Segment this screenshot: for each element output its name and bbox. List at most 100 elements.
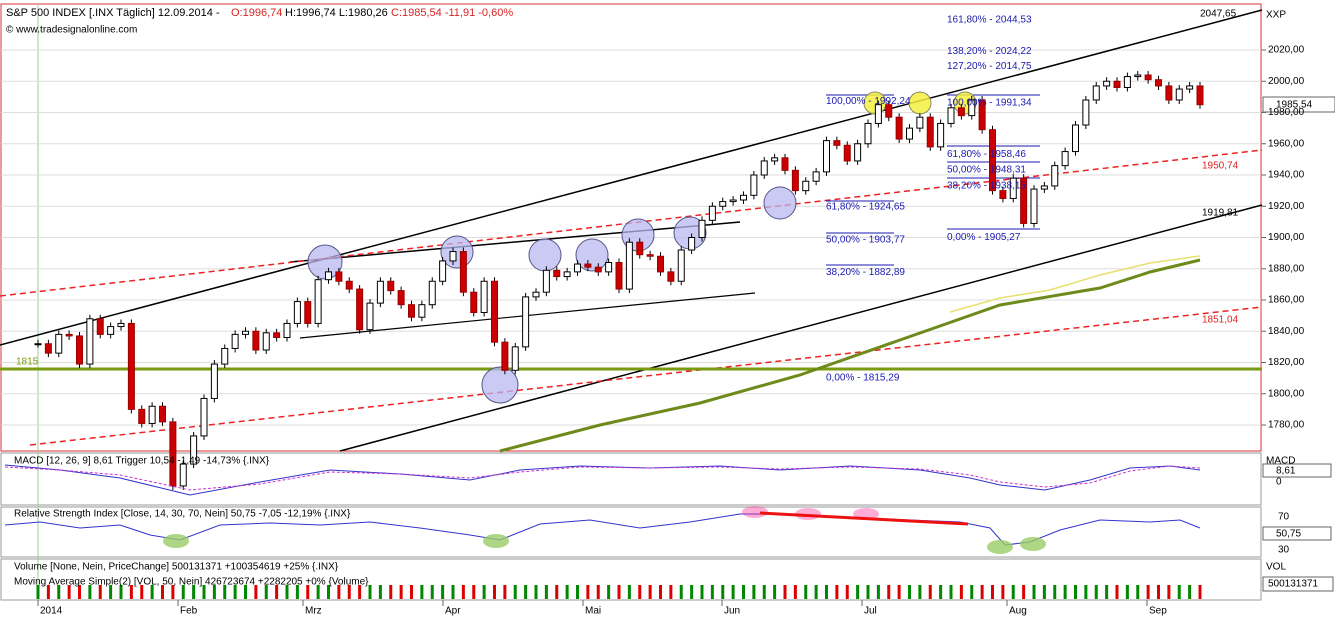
volume-bar <box>430 585 434 599</box>
candle <box>854 143 862 162</box>
y-tick-label: 1860,00 <box>1268 295 1305 306</box>
candle <box>210 363 218 399</box>
close: C:1985,54 -11,91 -0,60% <box>391 7 513 19</box>
candle <box>750 174 758 196</box>
volume-bar <box>1167 585 1171 599</box>
candle <box>594 266 602 273</box>
volume-bar <box>710 585 714 599</box>
candle <box>449 251 457 262</box>
y-tick-label: 1840,00 <box>1268 326 1305 337</box>
candle <box>459 251 467 293</box>
candle <box>335 271 343 282</box>
candle <box>1051 165 1059 187</box>
volume-bar <box>804 585 808 599</box>
candle <box>906 127 913 140</box>
volume-bar <box>1074 585 1077 599</box>
candle <box>117 322 125 328</box>
macd-box <box>1262 463 1332 478</box>
volume-bar <box>1053 585 1057 599</box>
candle <box>740 194 747 201</box>
candle <box>314 279 322 324</box>
y-tick-label: 1920,00 <box>1268 201 1305 212</box>
candle <box>791 169 799 192</box>
candle <box>978 99 986 131</box>
month-label: Sep <box>1149 606 1167 617</box>
candle <box>636 241 644 256</box>
top-label: 2047,65 <box>1200 9 1237 20</box>
volume-bar <box>534 585 538 599</box>
volume-bar <box>119 585 123 599</box>
volume-bar <box>659 585 662 599</box>
volume-bar <box>212 585 216 599</box>
candle <box>366 302 374 331</box>
volume-bar <box>544 585 548 599</box>
candle <box>387 280 395 292</box>
candle <box>760 160 768 176</box>
volume-bar <box>897 585 901 599</box>
volume-bar <box>918 585 922 599</box>
candle <box>999 190 1007 199</box>
candle <box>55 333 63 354</box>
volume-bar <box>1198 585 1202 599</box>
candle <box>159 405 166 423</box>
candle <box>34 343 42 346</box>
volume-bar <box>223 585 227 599</box>
macd-right: MACD <box>1266 456 1295 467</box>
candle <box>677 249 685 282</box>
candle <box>408 304 415 318</box>
volume-bar <box>181 585 185 599</box>
candle <box>1113 80 1121 88</box>
volume-bar <box>306 585 310 599</box>
fib-label: 38,20% - 1882,89 <box>826 267 905 278</box>
fib-label: 0,00% - 1815,29 <box>826 373 900 384</box>
candle <box>615 262 623 290</box>
red-lower-label: 1851,04 <box>1202 315 1239 326</box>
volume-bar <box>1094 585 1098 599</box>
volume-bar <box>576 585 579 599</box>
volume-bar <box>627 585 631 599</box>
candle <box>864 122 872 145</box>
candle <box>1165 85 1173 101</box>
fib-label: 138,20% - 2024,22 <box>947 46 1032 57</box>
volume-bar <box>347 585 351 599</box>
candle <box>127 322 135 410</box>
candle <box>252 330 260 351</box>
y-tick-label: 1940,00 <box>1268 170 1305 181</box>
candle <box>667 271 675 282</box>
candle <box>262 332 270 351</box>
volume-bar <box>36 585 40 599</box>
rsi-divergence <box>759 511 969 526</box>
candle <box>428 280 436 306</box>
volume-value: 500131371 <box>1268 579 1318 590</box>
volume-bar <box>648 585 652 599</box>
month-label: Jul <box>864 606 877 617</box>
candle <box>968 99 976 117</box>
volume-bar <box>825 585 828 599</box>
candle <box>688 237 696 251</box>
volume-bar <box>856 585 860 599</box>
y-tick-label: 1980,00 <box>1268 107 1305 118</box>
fib-label: 127,20% - 2014,75 <box>947 61 1032 72</box>
volume-bar <box>327 585 330 599</box>
candle <box>480 280 488 313</box>
volume-bar <box>1011 585 1015 599</box>
volume-bar <box>150 585 154 599</box>
volume-bar <box>773 585 777 599</box>
volume-bar <box>503 585 507 599</box>
y-tick-label: 1900,00 <box>1268 232 1305 243</box>
volume-bar <box>244 585 247 599</box>
candle <box>698 219 706 238</box>
candle <box>957 107 965 117</box>
candle <box>179 463 187 487</box>
candle <box>439 260 447 282</box>
candle <box>148 405 156 424</box>
volume-bar <box>959 585 963 599</box>
candle <box>304 301 312 324</box>
candle <box>563 271 571 278</box>
volume-bar <box>524 585 528 599</box>
candle <box>190 435 198 465</box>
volume-bar <box>1136 585 1140 599</box>
fib-label: 50,00% - 1903,77 <box>826 234 905 245</box>
volume-bar <box>337 585 341 599</box>
volume-bar <box>928 585 932 599</box>
